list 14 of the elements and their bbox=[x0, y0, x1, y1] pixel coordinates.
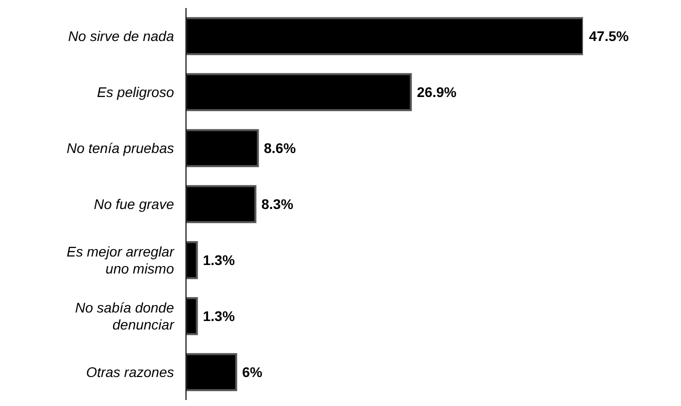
y-tick-label: Otras razones bbox=[86, 364, 174, 380]
y-tick-label: No sabía donde denunciar bbox=[75, 300, 176, 332]
data-label: 8.6% bbox=[264, 140, 296, 156]
y-tick-label: Es peligroso bbox=[96, 84, 174, 100]
y-tick-label: Es mejor arreglar uno mismo bbox=[66, 244, 176, 276]
data-label: 26.9% bbox=[416, 84, 458, 100]
y-tick-label: No tenía pruebas bbox=[66, 140, 174, 156]
data-label: 6% bbox=[242, 364, 263, 380]
data-label: 1.3% bbox=[202, 252, 236, 268]
data-label: 8.3% bbox=[261, 196, 294, 212]
y-tick-label: No sirve de nada bbox=[68, 28, 174, 44]
y-tick-label: No fue grave bbox=[94, 196, 174, 212]
data-label: 1.3% bbox=[202, 308, 236, 324]
data-label: 47.5% bbox=[589, 28, 630, 44]
